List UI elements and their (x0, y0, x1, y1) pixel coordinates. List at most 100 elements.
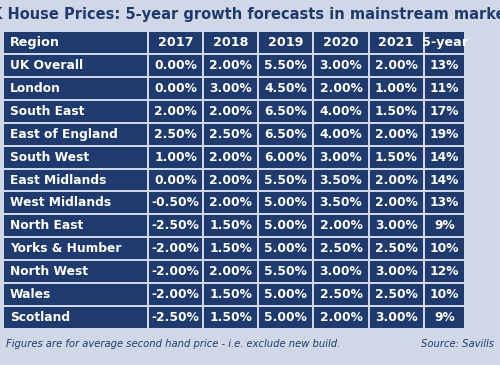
Text: 2.50%: 2.50% (374, 242, 418, 255)
Text: 1.50%: 1.50% (374, 105, 418, 118)
Text: -2.50%: -2.50% (152, 311, 200, 324)
Text: 10%: 10% (430, 288, 460, 301)
Bar (424, 261, 465, 282)
Bar (260, 192, 312, 214)
Bar (314, 147, 368, 168)
Text: 3.50%: 3.50% (320, 173, 362, 187)
Bar (314, 238, 368, 259)
Bar (424, 78, 465, 99)
Bar (370, 147, 422, 168)
Text: Region: Region (10, 36, 60, 49)
Bar (260, 32, 312, 53)
Text: 0.00%: 0.00% (154, 173, 197, 187)
Bar (149, 215, 202, 236)
Bar (204, 307, 258, 328)
Text: 19%: 19% (430, 128, 460, 141)
Bar (4, 307, 147, 328)
Bar (260, 78, 312, 99)
Bar (204, 284, 258, 305)
Bar (149, 238, 202, 259)
Text: 2018: 2018 (213, 36, 248, 49)
Bar (314, 307, 368, 328)
Text: 5.50%: 5.50% (264, 173, 308, 187)
Bar (149, 78, 202, 99)
Bar (314, 55, 368, 76)
Bar (4, 55, 147, 76)
Text: 2.00%: 2.00% (210, 173, 252, 187)
Text: 3.00%: 3.00% (374, 265, 418, 278)
Text: 2.00%: 2.00% (210, 105, 252, 118)
Bar (314, 32, 368, 53)
Bar (4, 78, 147, 99)
Text: 3.00%: 3.00% (320, 151, 362, 164)
Text: Scotland: Scotland (10, 311, 70, 324)
Bar (314, 169, 368, 191)
Text: 2.00%: 2.00% (374, 173, 418, 187)
Bar (260, 238, 312, 259)
Text: 2.00%: 2.00% (210, 196, 252, 210)
Text: 1.50%: 1.50% (210, 219, 252, 233)
Bar (370, 307, 422, 328)
Text: Source: Savills: Source: Savills (421, 339, 494, 349)
Bar (149, 55, 202, 76)
Text: -2.50%: -2.50% (152, 219, 200, 233)
Bar (370, 124, 422, 145)
Text: 2.00%: 2.00% (320, 82, 362, 95)
Text: UK Overall: UK Overall (10, 59, 83, 72)
Bar (260, 124, 312, 145)
Text: 6.00%: 6.00% (264, 151, 308, 164)
Text: 2.00%: 2.00% (154, 105, 197, 118)
Text: 2.00%: 2.00% (210, 151, 252, 164)
Text: 2.50%: 2.50% (320, 288, 362, 301)
Bar (260, 55, 312, 76)
Text: 11%: 11% (430, 82, 460, 95)
Text: 0.00%: 0.00% (154, 59, 197, 72)
Bar (204, 261, 258, 282)
Text: 3.00%: 3.00% (210, 82, 252, 95)
Text: 5.00%: 5.00% (264, 288, 308, 301)
Bar (149, 32, 202, 53)
Text: Wales: Wales (10, 288, 51, 301)
Bar (260, 169, 312, 191)
Text: 1.50%: 1.50% (210, 311, 252, 324)
Bar (260, 215, 312, 236)
Bar (4, 101, 147, 122)
Bar (149, 192, 202, 214)
Bar (370, 169, 422, 191)
Bar (370, 284, 422, 305)
Bar (204, 169, 258, 191)
Text: UK House Prices: 5-year growth forecasts in mainstream markets: UK House Prices: 5-year growth forecasts… (0, 8, 500, 23)
Text: 4.00%: 4.00% (320, 105, 362, 118)
Text: 5.00%: 5.00% (264, 219, 308, 233)
Bar (424, 215, 465, 236)
Text: 2.00%: 2.00% (374, 196, 418, 210)
Bar (370, 32, 422, 53)
Text: 2.50%: 2.50% (210, 128, 252, 141)
Text: -2.00%: -2.00% (152, 288, 200, 301)
Text: 5-year: 5-year (422, 36, 468, 49)
Text: Yorks & Humber: Yorks & Humber (10, 242, 122, 255)
Bar (204, 55, 258, 76)
Bar (424, 192, 465, 214)
Bar (4, 261, 147, 282)
Text: 1.50%: 1.50% (210, 242, 252, 255)
Bar (4, 238, 147, 259)
Text: 3.00%: 3.00% (320, 265, 362, 278)
Bar (260, 284, 312, 305)
Text: 5.50%: 5.50% (264, 59, 308, 72)
Text: 2.00%: 2.00% (210, 265, 252, 278)
Bar (424, 124, 465, 145)
Text: 13%: 13% (430, 196, 460, 210)
Bar (204, 215, 258, 236)
Text: 3.00%: 3.00% (374, 219, 418, 233)
Text: 2.00%: 2.00% (374, 128, 418, 141)
Text: -0.50%: -0.50% (152, 196, 200, 210)
Bar (149, 169, 202, 191)
Text: 4.00%: 4.00% (320, 128, 362, 141)
Bar (260, 307, 312, 328)
Bar (370, 78, 422, 99)
Bar (424, 55, 465, 76)
Bar (314, 261, 368, 282)
Bar (149, 124, 202, 145)
Text: 9%: 9% (434, 219, 455, 233)
